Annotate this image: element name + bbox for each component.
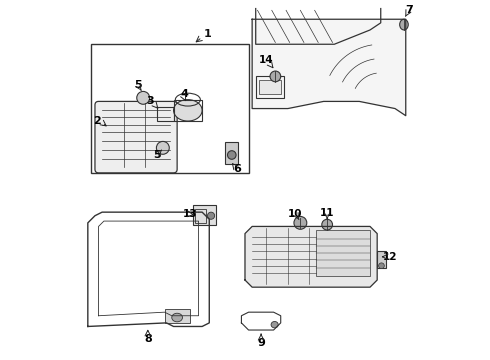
Bar <box>256 76 284 98</box>
Text: 2: 2 <box>93 116 100 126</box>
Ellipse shape <box>137 91 149 104</box>
Text: 12: 12 <box>382 252 397 262</box>
Bar <box>173 100 202 121</box>
Polygon shape <box>245 226 377 287</box>
Ellipse shape <box>227 151 236 159</box>
Bar <box>317 230 370 276</box>
Text: 5: 5 <box>134 80 142 90</box>
Text: 5: 5 <box>154 150 161 160</box>
Text: 14: 14 <box>259 55 274 65</box>
Ellipse shape <box>400 19 408 30</box>
Bar <box>157 107 173 121</box>
Polygon shape <box>252 19 406 116</box>
Text: 11: 11 <box>320 208 334 218</box>
Bar <box>259 80 281 94</box>
Text: 9: 9 <box>257 338 265 347</box>
Text: 8: 8 <box>144 334 152 344</box>
Ellipse shape <box>271 321 278 328</box>
Ellipse shape <box>270 71 281 82</box>
FancyBboxPatch shape <box>95 102 177 173</box>
Text: 1: 1 <box>204 29 211 39</box>
Ellipse shape <box>294 216 307 229</box>
Ellipse shape <box>322 219 333 230</box>
Bar <box>195 208 206 223</box>
Bar <box>193 205 217 225</box>
Text: 4: 4 <box>180 89 188 99</box>
Text: 10: 10 <box>288 209 302 219</box>
Ellipse shape <box>173 100 202 121</box>
Ellipse shape <box>207 212 215 219</box>
Text: 7: 7 <box>405 5 413 15</box>
Ellipse shape <box>379 263 384 269</box>
Text: 6: 6 <box>233 164 241 174</box>
Text: 3: 3 <box>147 96 154 107</box>
Bar <box>165 309 190 323</box>
Text: 13: 13 <box>182 209 197 219</box>
Bar <box>377 251 386 267</box>
Bar <box>92 44 248 173</box>
Bar <box>225 143 238 164</box>
Ellipse shape <box>156 141 169 154</box>
Ellipse shape <box>172 313 182 322</box>
